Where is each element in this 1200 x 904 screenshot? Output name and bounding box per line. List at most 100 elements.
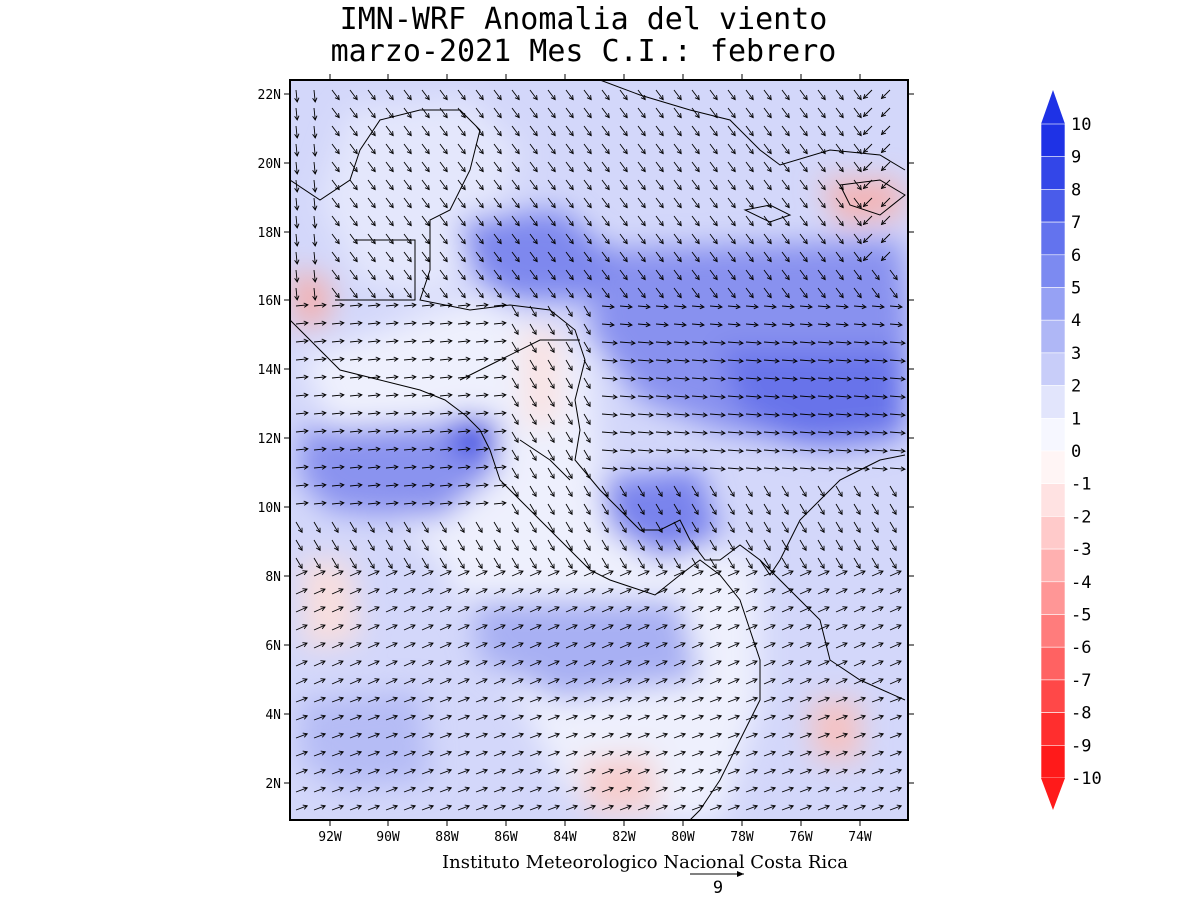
wind-vector <box>331 394 344 397</box>
wind-vector-head <box>788 732 795 738</box>
wind-vector-head <box>554 714 561 720</box>
wind-vector <box>691 287 700 298</box>
wind-vector <box>709 787 722 793</box>
wind-vector-head <box>900 412 906 418</box>
wind-vector <box>421 466 434 469</box>
wind-vector-head <box>338 786 345 792</box>
wind-vector-head <box>896 678 902 684</box>
wind-vector <box>565 449 573 461</box>
wind-vector <box>511 715 524 721</box>
wind-vector <box>439 430 452 433</box>
wind-vector <box>601 449 618 452</box>
wind-vector <box>403 715 416 721</box>
wind-vector-head <box>738 340 744 346</box>
wind-vector-head <box>572 570 578 576</box>
wind-vector <box>655 233 664 244</box>
wind-vector <box>547 89 556 100</box>
wind-vector <box>835 377 852 380</box>
wind-vector-head <box>730 113 736 119</box>
wind-vector-head <box>716 786 723 792</box>
wind-vector-head <box>788 750 795 756</box>
wind-vector-head <box>711 491 717 498</box>
wind-vector <box>565 521 573 533</box>
wind-vector-head <box>352 131 358 137</box>
wind-vector <box>781 697 794 703</box>
wind-vector-head <box>828 340 834 346</box>
wind-vector-head <box>730 185 736 191</box>
wind-vector <box>799 125 808 136</box>
wind-vector-head <box>464 714 471 720</box>
wind-vector <box>349 502 362 505</box>
wind-vector <box>673 678 686 685</box>
wind-vector-head <box>756 430 762 436</box>
wind-vector <box>367 502 380 505</box>
wind-vector <box>331 642 344 649</box>
wind-vector-head <box>820 203 826 209</box>
colorbar-box <box>1040 385 1066 419</box>
wind-vector-head <box>626 696 633 702</box>
wind-vector-head <box>464 606 470 612</box>
wind-vector <box>853 323 867 326</box>
wind-vector <box>475 215 484 226</box>
wind-vector-head <box>388 203 394 209</box>
wind-vector-head <box>640 221 646 227</box>
wind-vector-head <box>496 221 502 227</box>
wind-vector-head <box>357 320 363 326</box>
border-belize <box>335 239 416 301</box>
wind-vector-head <box>806 714 813 720</box>
wind-vector <box>457 502 470 505</box>
wind-vector-head <box>501 374 507 380</box>
wind-vector <box>763 678 776 685</box>
wind-vector <box>709 678 722 685</box>
wind-vector <box>583 341 591 353</box>
wind-vector-head <box>356 642 362 648</box>
wind-vector <box>511 89 520 100</box>
wind-vector-head <box>756 394 762 400</box>
wind-vector <box>385 358 398 361</box>
wind-vector <box>881 161 891 171</box>
wind-vector-head <box>694 257 700 263</box>
wind-vector-head <box>864 412 870 418</box>
wind-vector-head <box>825 304 831 310</box>
wind-vector <box>457 448 470 451</box>
wind-vector-head <box>658 149 664 155</box>
wind-vector-head <box>590 678 596 684</box>
wind-vector <box>421 769 434 775</box>
wind-vector-head <box>784 149 790 155</box>
colorbar-label: 2 <box>1071 377 1081 397</box>
colorbar-label: 3 <box>1071 344 1081 364</box>
wind-vector-head <box>302 786 309 792</box>
wind-vector <box>871 467 888 470</box>
wind-vector <box>799 606 812 613</box>
wind-vector-head <box>500 750 507 756</box>
wind-vector-head <box>639 509 645 516</box>
wind-vector-head <box>752 750 759 756</box>
anomaly-region-south-pacific <box>470 600 700 700</box>
colorbar-label: -1 <box>1071 475 1091 495</box>
wind-vector-head <box>518 678 524 684</box>
wind-vector-head <box>802 239 808 245</box>
wind-vector-head <box>802 113 808 119</box>
wind-vector-head <box>644 588 650 594</box>
lon-label: 86W <box>494 830 518 845</box>
wind-vector <box>565 539 573 551</box>
wind-vector-head <box>771 322 777 328</box>
wind-vector <box>709 233 718 244</box>
wind-vector <box>331 606 344 613</box>
wind-vector <box>727 557 735 569</box>
wind-vector <box>331 412 344 415</box>
wind-vector-head <box>676 221 682 227</box>
wind-vector-head <box>446 750 453 756</box>
wind-vector <box>313 269 316 282</box>
wind-vector-head <box>393 338 399 344</box>
wind-vector-head <box>303 446 309 452</box>
wind-vector <box>385 448 398 451</box>
wind-vector <box>673 787 686 793</box>
wind-vector-head <box>684 448 690 454</box>
wind-vector-head <box>711 527 717 534</box>
wind-vector-head <box>640 257 646 263</box>
wind-vector <box>457 376 470 379</box>
wind-vector-head <box>514 203 520 209</box>
wind-vector-head <box>531 491 537 498</box>
wind-vector <box>583 588 596 595</box>
